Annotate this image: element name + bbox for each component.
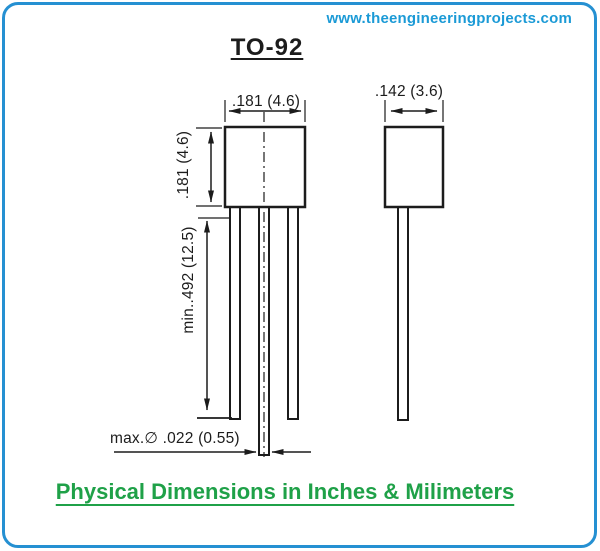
dim-label-lead-diameter: max.∅ .022 (0.55): [110, 430, 240, 447]
page-title: TO-92: [230, 34, 304, 61]
page-caption: Physical Dimensions in Inches & Milimete…: [55, 479, 515, 504]
front-lead-left: [229, 205, 241, 420]
website-watermark-url: www.theengineeringprojects.com: [326, 10, 572, 27]
front-lead-right: [287, 205, 299, 420]
dim-label-front-height: .181 (4.6): [175, 130, 192, 200]
dim-label-front-width: .181 (4.6): [231, 93, 301, 110]
side-lead: [397, 205, 409, 421]
dim-label-lead-length: min..492 (12.5): [180, 226, 197, 334]
side-body-outline: [383, 125, 445, 209]
dim-label-side-depth: .142 (3.6): [374, 83, 444, 100]
front-body-outline: [223, 125, 307, 209]
